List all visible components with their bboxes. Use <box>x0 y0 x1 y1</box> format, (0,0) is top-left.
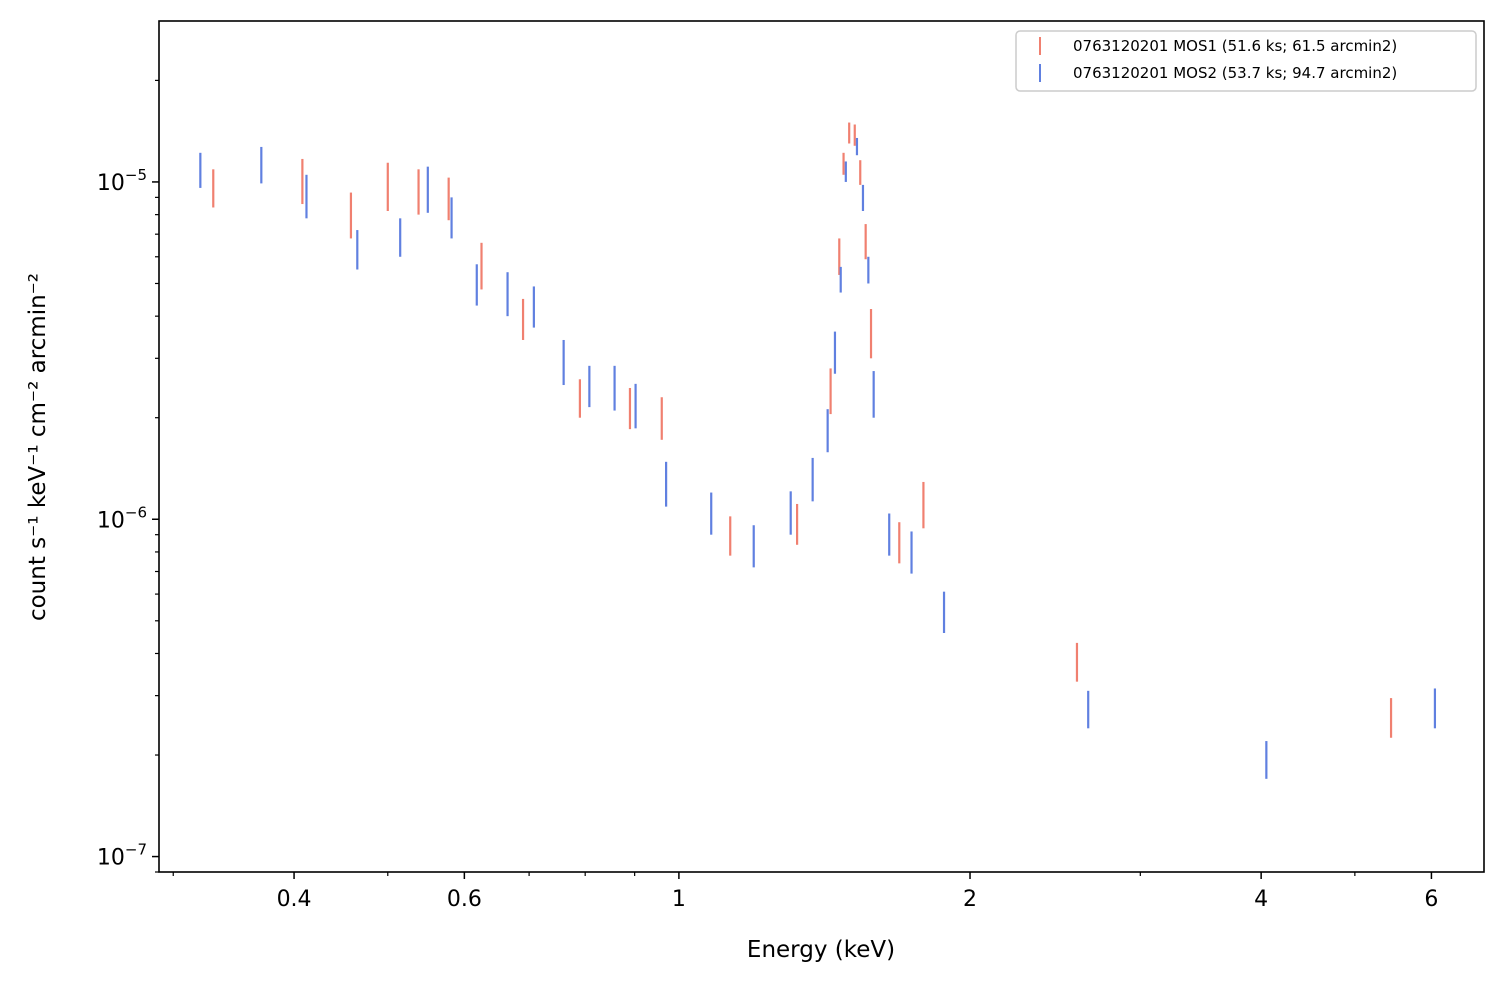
legend-box <box>1015 30 1477 92</box>
x-tick-label: 6 <box>1424 887 1438 912</box>
y-tick-label: 10−5 <box>97 166 147 196</box>
legend-label-mos1: 0763120201 MOS1 (51.6 ks; 61.5 arcmin2) <box>1073 37 1397 55</box>
plot-area <box>159 21 1484 872</box>
x-tick-label: 2 <box>963 887 977 912</box>
series-layer <box>199 122 1437 779</box>
major-ticks <box>152 181 1433 879</box>
x-tick-label: 0.4 <box>277 887 312 912</box>
x-tick-label: 4 <box>1254 887 1268 912</box>
plot-frame <box>158 20 1485 873</box>
y-tick-label: 10−7 <box>97 841 147 871</box>
y-axis-label: count s⁻¹ keV⁻¹ cm⁻² arcmin⁻² <box>25 273 51 621</box>
x-axis-label: Energy (keV) <box>747 937 895 963</box>
x-tick-label: 1 <box>672 887 686 912</box>
legend: 0763120201 MOS1 (51.6 ks; 61.5 arcmin2) … <box>1015 30 1477 92</box>
legend-label-mos2: 0763120201 MOS2 (53.7 ks; 94.7 arcmin2) <box>1073 64 1397 82</box>
y-tick-label: 10−6 <box>97 503 147 533</box>
tick-labels: 0.4 0.6 1 2 4 6 10−7 10−6 10−5 <box>97 166 1439 912</box>
x-tick-label: 0.6 <box>447 887 482 912</box>
